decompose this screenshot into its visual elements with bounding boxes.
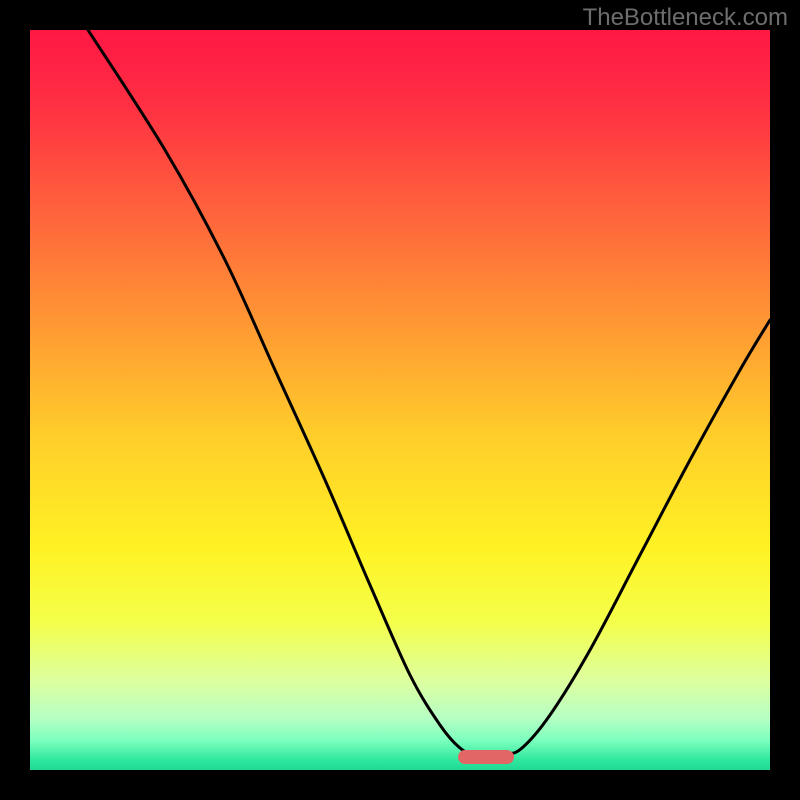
chart-frame: TheBottleneck.com [0, 0, 800, 800]
optimal-marker [458, 750, 514, 764]
plot-background [30, 30, 770, 770]
watermark-text: TheBottleneck.com [583, 4, 788, 32]
chart-svg [0, 0, 800, 800]
